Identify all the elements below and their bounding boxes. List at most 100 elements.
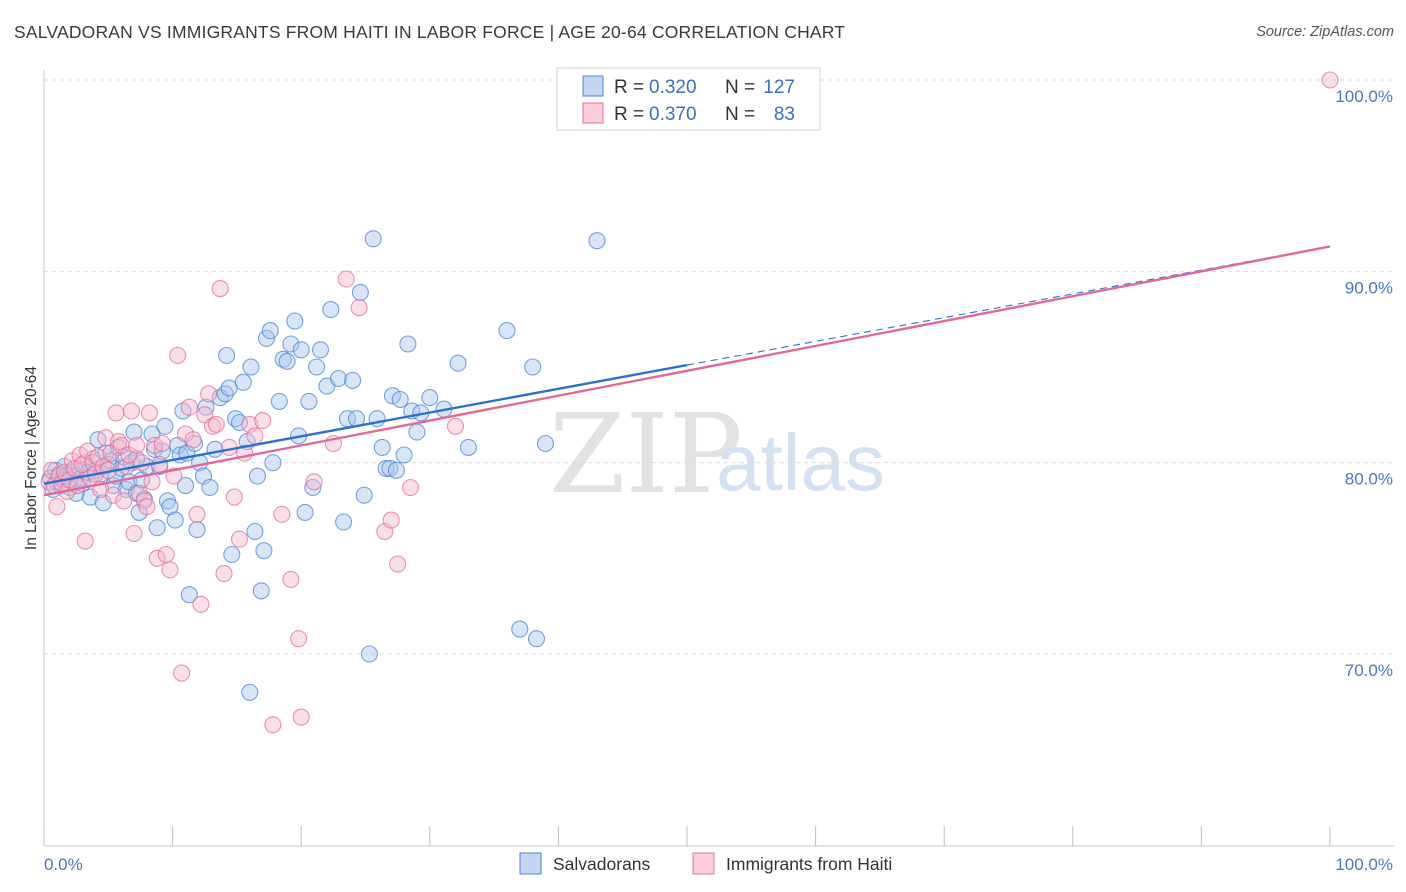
haiti-point	[66, 459, 84, 477]
bottom-legend-swatch-haiti	[692, 852, 715, 875]
haiti-point	[153, 434, 171, 453]
data-points	[40, 71, 1339, 734]
haiti-point	[188, 505, 206, 523]
haiti-point	[382, 511, 400, 529]
bottom-legend: Salvadorans Immigrants from Haiti	[519, 852, 892, 875]
legend-box: R = 0.320 N = 127 R = 0.370 N = 83	[556, 67, 821, 131]
salvadoran-point	[391, 390, 409, 409]
salvadoran-point	[351, 283, 369, 301]
haiti-point	[138, 498, 156, 516]
salvadoran-point	[421, 389, 439, 407]
salvadoran-point	[355, 486, 373, 504]
salvadoran-point	[255, 542, 273, 560]
y-tick-label-90: 90.0%	[1345, 278, 1393, 297]
salvadoran-point	[264, 454, 282, 472]
source-credit: Source: ZipAtlas.com	[1256, 24, 1394, 40]
haiti-point	[89, 448, 107, 466]
salvadoran-point	[246, 522, 264, 541]
haiti-point	[128, 436, 146, 454]
haiti-point	[74, 456, 92, 474]
watermark-atlas: atlas	[716, 418, 885, 507]
y-axis-label: In Labor Force | Age 20-64	[23, 366, 40, 550]
trend-lines	[43, 245, 1331, 497]
salvadoran-point	[377, 459, 395, 477]
haiti-point	[225, 488, 243, 506]
haiti-point	[211, 280, 229, 298]
legend-r-value-1: 0.320	[649, 77, 697, 98]
salvadoran-point	[257, 329, 276, 347]
haiti-point	[48, 498, 66, 516]
salvadoran-point	[292, 341, 310, 359]
haiti-point	[305, 473, 323, 491]
haiti-point	[246, 427, 264, 445]
haiti-point	[230, 530, 249, 548]
salvadoran-point	[383, 387, 402, 405]
salvadoran-point	[511, 620, 529, 638]
y-tick-labels: 70.0% 80.0% 90.0% 100.0%	[1335, 87, 1393, 680]
bottom-legend-label-haiti: Immigrants from Haiti	[726, 854, 892, 874]
salvadoran-point	[252, 582, 270, 600]
salvadoran-point	[311, 341, 330, 359]
salvadoran-point	[166, 511, 184, 529]
legend-r-value-2: 0.370	[649, 104, 697, 125]
haiti-point	[140, 404, 159, 422]
haiti-point	[446, 417, 465, 435]
haiti-point	[107, 404, 125, 422]
haiti-point	[1321, 71, 1339, 89]
salvadoran-point	[241, 683, 259, 701]
haiti-point	[180, 398, 198, 416]
salvadoran-point	[180, 586, 198, 604]
salvadoran-point	[248, 467, 267, 485]
x-tick-label-start: 0.0%	[44, 855, 83, 874]
haiti-point	[337, 270, 355, 288]
salvadoran-point	[176, 477, 195, 495]
legend-n-label-1: N =	[725, 77, 755, 98]
x-axis-ticks	[43, 826, 1331, 846]
salvadoran-point	[449, 354, 467, 372]
salvadoran-point	[201, 478, 219, 497]
haiti-point	[104, 486, 122, 504]
haiti-point	[133, 454, 151, 472]
y-tick-label-100: 100.0%	[1335, 87, 1393, 106]
legend-swatch-pink	[582, 102, 604, 124]
haiti-point	[71, 446, 89, 464]
x-tick-label-end: 100.0%	[1335, 855, 1393, 874]
legend-r-label-1: R =	[614, 77, 644, 98]
salvadoran-point	[261, 322, 279, 340]
salvadoran-point	[296, 503, 314, 521]
legend-r-label-2: R =	[614, 104, 644, 125]
salvadoran-point	[588, 232, 606, 250]
haiti-point	[115, 492, 133, 510]
salvadoran-point	[536, 434, 555, 453]
haiti-point	[350, 299, 368, 317]
legend-n-label-2: N =	[725, 104, 755, 125]
salvadoran-point	[300, 392, 318, 410]
salvadoran-point	[270, 392, 288, 410]
salvadoran-point	[234, 373, 252, 391]
salvadoran-point	[527, 630, 546, 648]
y-tick-label-70: 70.0%	[1345, 661, 1393, 680]
haiti-point	[389, 555, 407, 573]
haiti-point	[122, 402, 140, 420]
salvadoran-point	[373, 438, 391, 456]
haiti-point	[97, 429, 115, 447]
salvadoran-point	[286, 312, 304, 330]
haiti-point	[192, 595, 210, 613]
salvadoran-point	[282, 335, 300, 353]
watermark-zip: ZIP	[549, 390, 743, 518]
salvadoran-point	[278, 352, 296, 370]
haiti-point	[273, 505, 291, 523]
salvadoran-point	[524, 358, 542, 376]
salvadoran-point	[304, 478, 322, 497]
legend-swatch-blue	[582, 75, 604, 97]
salvadoran-point	[364, 230, 382, 248]
salvadoran-point	[188, 521, 206, 539]
haiti-point	[200, 385, 218, 403]
salvadoran-point	[335, 513, 353, 531]
haiti-point	[173, 664, 191, 682]
haiti-point	[254, 412, 272, 430]
legend-n-value-1: 127	[763, 77, 795, 98]
salvadoran-point	[308, 358, 326, 376]
salvadoran-point	[498, 322, 516, 340]
